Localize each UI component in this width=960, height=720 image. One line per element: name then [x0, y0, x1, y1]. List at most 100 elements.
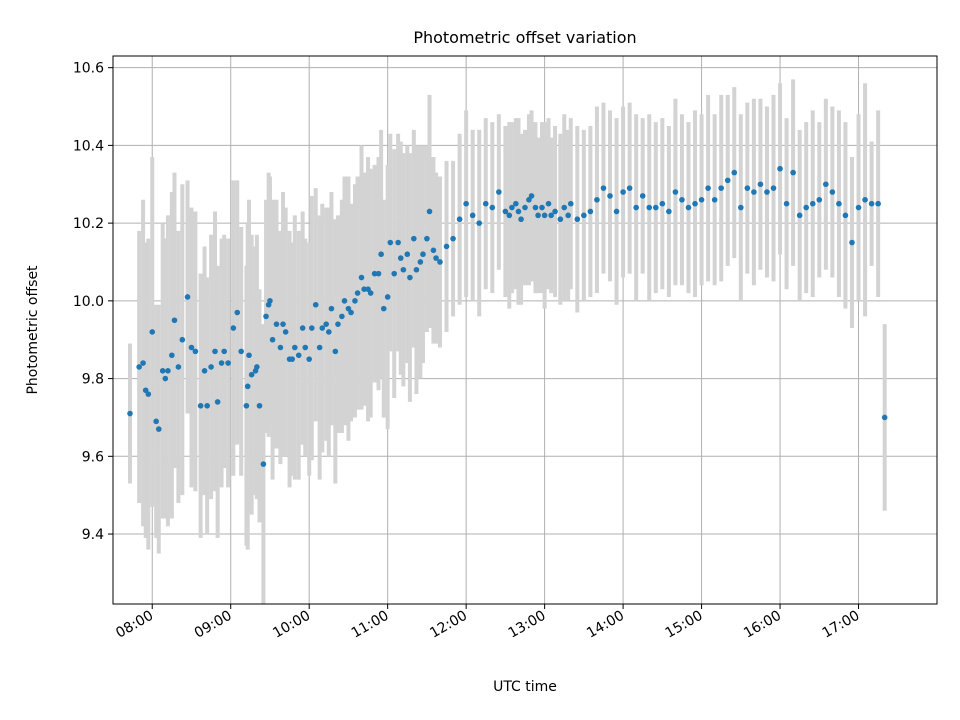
- data-point: [319, 325, 326, 331]
- data-point: [437, 259, 443, 265]
- data-point: [613, 208, 620, 215]
- y-tick-label: 10.2: [73, 216, 104, 232]
- data-point: [607, 193, 613, 199]
- data-point: [633, 204, 639, 211]
- data-point: [260, 461, 267, 467]
- data-point: [352, 298, 358, 304]
- data-point: [685, 204, 692, 211]
- data-point: [234, 309, 241, 316]
- data-point: [545, 200, 552, 207]
- data-point: [489, 204, 496, 211]
- data-point: [243, 402, 250, 409]
- data-point: [280, 321, 286, 327]
- data-point: [192, 348, 199, 355]
- data-point: [332, 348, 339, 355]
- data-point: [230, 325, 237, 331]
- data-point: [323, 321, 329, 327]
- data-point: [672, 189, 679, 195]
- data-point: [417, 259, 424, 265]
- data-point: [358, 274, 365, 281]
- data-point: [731, 169, 738, 176]
- data-point: [692, 200, 698, 207]
- data-point: [679, 197, 685, 203]
- data-point: [218, 360, 225, 366]
- data-point: [581, 212, 587, 219]
- data-point: [248, 371, 255, 378]
- data-point: [777, 165, 783, 172]
- data-point: [652, 204, 659, 211]
- data-point: [420, 251, 426, 258]
- data-point: [378, 251, 384, 258]
- y-axis-label: Photometric offset: [25, 265, 41, 395]
- data-point: [371, 270, 378, 277]
- data-point: [518, 216, 524, 223]
- data-point: [341, 298, 348, 304]
- data-point: [326, 329, 332, 335]
- data-point: [426, 208, 433, 215]
- data-point: [375, 270, 382, 277]
- data-point: [361, 286, 367, 292]
- data-point: [751, 189, 757, 195]
- data-point: [413, 266, 420, 273]
- data-point: [528, 193, 535, 199]
- y-tick-label: 10.4: [73, 138, 104, 154]
- data-point: [424, 235, 430, 242]
- data-point: [450, 235, 456, 242]
- data-point: [328, 305, 335, 312]
- data-point: [225, 360, 231, 366]
- data-point: [289, 356, 295, 362]
- y-tick-label: 9.4: [82, 527, 104, 543]
- data-point: [384, 294, 391, 300]
- data-point: [561, 204, 568, 211]
- data-point: [539, 204, 545, 211]
- data-point: [639, 193, 646, 199]
- data-point: [594, 197, 600, 203]
- data-point: [875, 200, 881, 207]
- data-point: [783, 200, 790, 207]
- data-point: [127, 410, 133, 417]
- data-point: [724, 177, 731, 184]
- data-point: [770, 185, 777, 191]
- data-point: [463, 200, 469, 207]
- data-point: [208, 364, 214, 370]
- data-point: [557, 216, 564, 223]
- data-point: [204, 402, 210, 409]
- data-point: [335, 321, 341, 327]
- data-point: [705, 185, 711, 191]
- data-point: [263, 313, 269, 320]
- data-point: [829, 189, 836, 195]
- data-point: [433, 255, 439, 261]
- data-point: [456, 216, 463, 223]
- data-point: [282, 329, 289, 335]
- data-point: [522, 204, 528, 211]
- data-point: [823, 181, 829, 188]
- data-point: [532, 204, 539, 211]
- data-point: [155, 426, 162, 432]
- data-points: [127, 165, 888, 467]
- y-tick-label: 9.6: [82, 449, 104, 465]
- data-point: [443, 243, 450, 250]
- data-point: [246, 352, 252, 359]
- data-point: [646, 204, 653, 211]
- data-point: [391, 270, 398, 277]
- data-point: [136, 364, 142, 370]
- data-point: [316, 344, 323, 351]
- data-point: [269, 336, 276, 343]
- data-point: [292, 344, 298, 351]
- data-point: [367, 290, 374, 296]
- y-tick-label: 9.8: [82, 372, 104, 388]
- data-point: [803, 204, 810, 211]
- data-point: [620, 189, 626, 195]
- data-point: [816, 197, 823, 203]
- data-point: [600, 185, 607, 191]
- data-point: [140, 360, 146, 366]
- data-point: [153, 418, 159, 425]
- data-point: [496, 189, 502, 195]
- data-point: [574, 216, 581, 223]
- data-point: [348, 309, 354, 316]
- data-point: [165, 368, 171, 374]
- data-point: [541, 212, 548, 219]
- data-point: [380, 305, 387, 312]
- data-point: [145, 391, 152, 397]
- data-point: [201, 368, 208, 374]
